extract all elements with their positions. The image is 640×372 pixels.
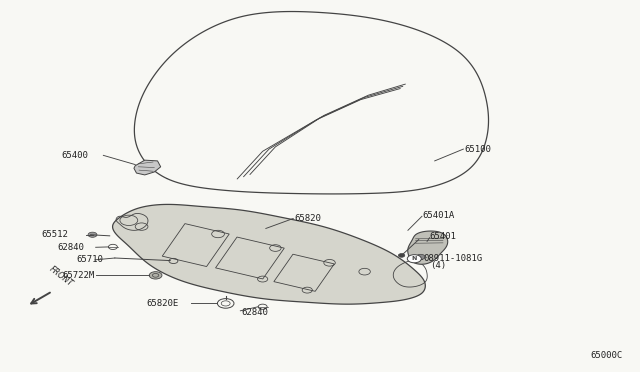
Circle shape: [407, 255, 421, 263]
Text: 65820E: 65820E: [147, 299, 179, 308]
Polygon shape: [113, 204, 426, 304]
Text: 65401: 65401: [429, 232, 456, 241]
Polygon shape: [134, 160, 161, 175]
Text: 08911-1081G: 08911-1081G: [423, 254, 483, 263]
Text: 65820: 65820: [294, 214, 321, 223]
Text: FRONT: FRONT: [48, 265, 75, 289]
Text: 65512: 65512: [41, 230, 68, 239]
Circle shape: [416, 254, 425, 260]
Text: 65000C: 65000C: [591, 350, 623, 359]
Text: 65401A: 65401A: [422, 211, 454, 220]
Text: 62840: 62840: [58, 243, 84, 252]
Circle shape: [149, 272, 162, 279]
Text: N: N: [412, 256, 417, 261]
Text: 65100: 65100: [465, 145, 492, 154]
Circle shape: [88, 232, 97, 237]
Text: 65722M: 65722M: [63, 271, 95, 280]
Text: 62840: 62840: [241, 308, 268, 317]
Circle shape: [398, 254, 404, 257]
Text: 65400: 65400: [61, 151, 88, 160]
Text: (4): (4): [430, 260, 446, 269]
Polygon shape: [408, 231, 448, 264]
Text: 65710: 65710: [77, 255, 104, 264]
